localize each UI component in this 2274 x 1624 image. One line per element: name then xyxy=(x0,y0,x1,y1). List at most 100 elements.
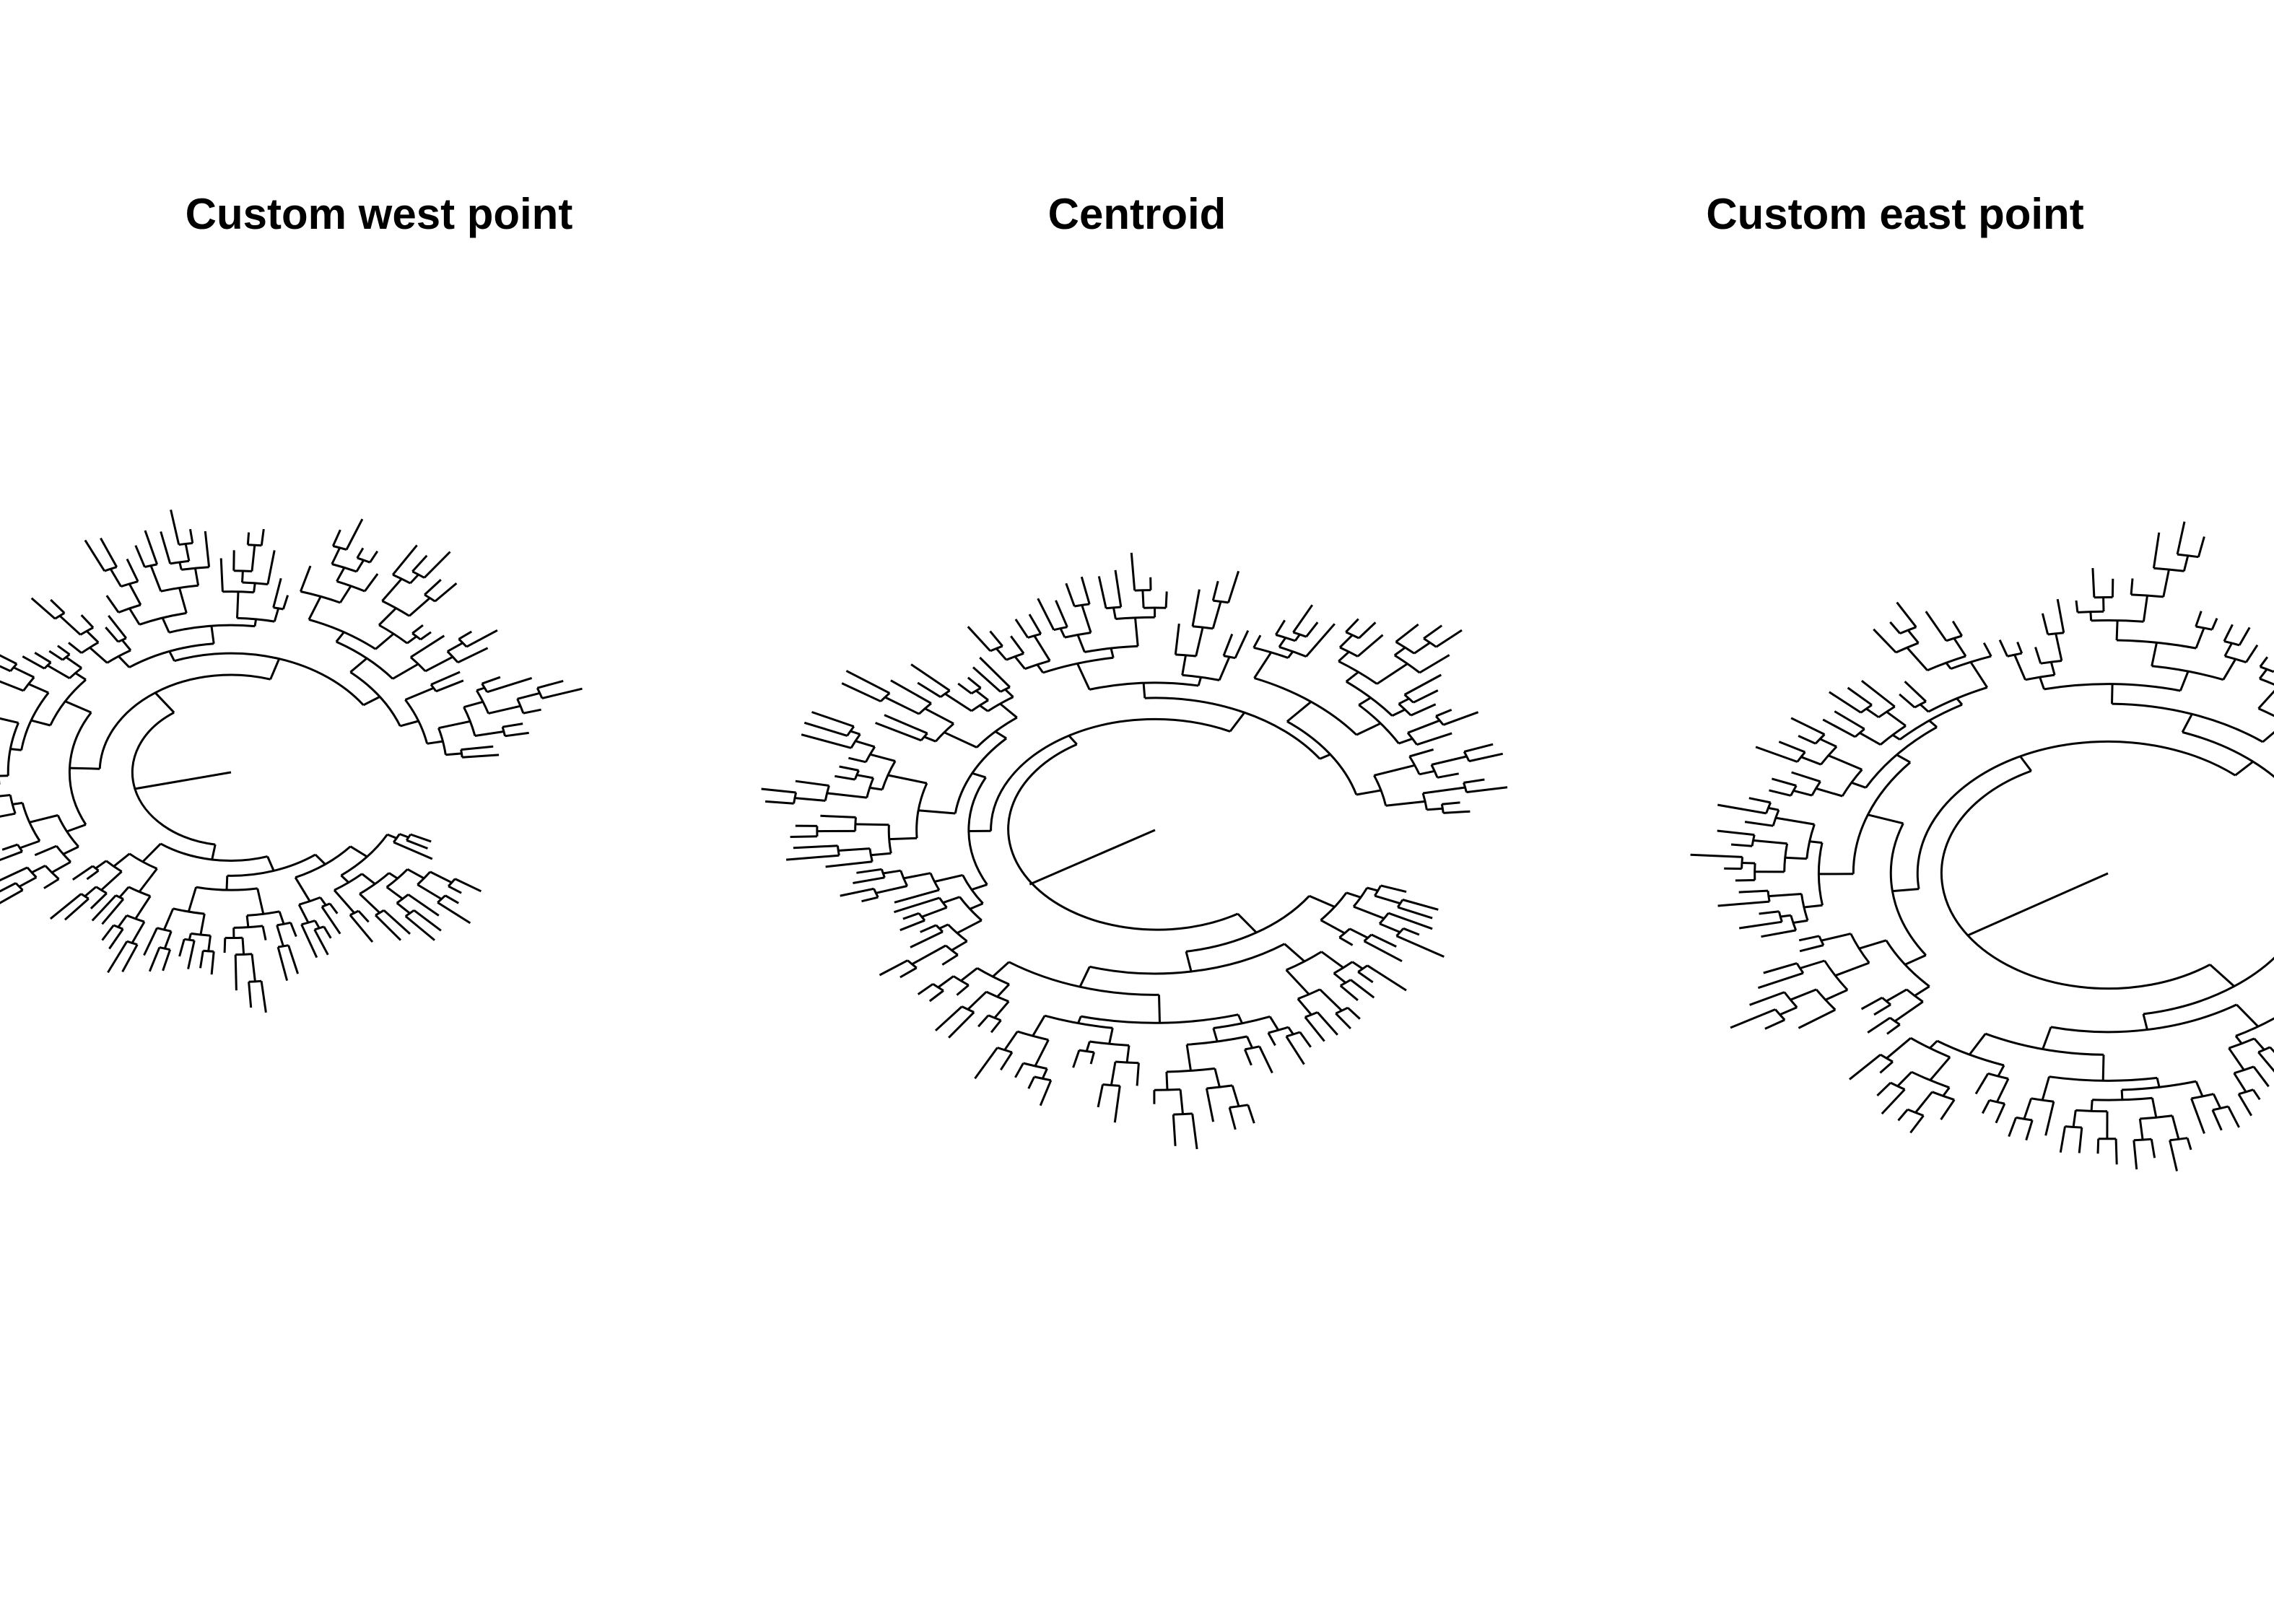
clade-arc xyxy=(308,618,377,650)
clade-arc xyxy=(1767,890,1771,902)
internal-branch xyxy=(967,991,988,1010)
clade-arc xyxy=(1223,655,1236,660)
internal-branch xyxy=(1195,627,1204,657)
clade-arc xyxy=(1074,603,1090,608)
tip-branch xyxy=(1055,600,1068,628)
internal-branch xyxy=(996,647,1008,661)
clade-arc xyxy=(1927,686,1988,713)
internal-branch xyxy=(838,847,870,852)
internal-branch xyxy=(1246,1036,1253,1049)
internal-branch xyxy=(1333,972,1346,984)
clade-arc xyxy=(2229,1037,2255,1049)
tip-branch xyxy=(1435,629,1463,648)
clade-arc xyxy=(2075,1109,2108,1113)
internal-branch xyxy=(871,852,892,857)
internal-branch xyxy=(1886,710,1907,727)
tip-branch xyxy=(1982,642,1992,657)
tip-branch xyxy=(406,839,428,850)
clade-arc xyxy=(159,946,170,951)
clade-arc xyxy=(2143,956,2274,1016)
internal-branch xyxy=(903,872,931,880)
tip-branch xyxy=(458,630,472,640)
internal-branch xyxy=(141,842,162,863)
tip-branch xyxy=(234,954,238,991)
tip-branch xyxy=(1867,1016,1891,1034)
internal-branch xyxy=(424,655,453,673)
tip-branch xyxy=(1097,576,1107,609)
tip-branch xyxy=(1014,619,1029,639)
internal-branch xyxy=(1081,604,1092,633)
internal-branch xyxy=(253,619,258,627)
clade-arc xyxy=(1879,725,1907,746)
internal-branch xyxy=(463,700,484,709)
phylogenetic-tree-east xyxy=(1690,521,2274,1171)
clade-arc xyxy=(879,692,891,702)
internal-branch xyxy=(447,642,463,652)
tip-branch xyxy=(134,545,146,568)
internal-branch xyxy=(856,774,874,780)
clade-arc xyxy=(1889,823,1927,956)
internal-branch xyxy=(1253,651,1273,679)
clade-arc xyxy=(314,925,325,931)
tip-branch xyxy=(108,614,127,639)
internal-branch xyxy=(388,872,398,880)
tip-branch xyxy=(845,670,890,694)
tip-branch xyxy=(126,558,139,582)
internal-branch xyxy=(2171,1115,2180,1140)
internal-branch xyxy=(827,792,867,799)
tip-branch xyxy=(419,631,432,641)
clade-arc xyxy=(1751,834,1756,847)
clade-arc xyxy=(2112,702,2264,743)
clade-arc xyxy=(1339,646,1359,658)
internal-branch xyxy=(2162,569,2170,598)
tip-branch xyxy=(1395,623,1419,643)
internal-branch xyxy=(168,650,175,662)
clade-arc xyxy=(248,543,262,547)
tip-branch xyxy=(1403,927,1420,936)
tip-branch xyxy=(835,774,855,781)
internal-branch xyxy=(923,735,936,743)
tip-branch xyxy=(48,650,64,661)
tip-branch xyxy=(920,924,937,933)
clade-arc xyxy=(2077,610,2104,614)
tip-branch xyxy=(856,868,882,874)
internal-branch xyxy=(278,911,285,925)
internal-branch xyxy=(362,696,380,707)
tip-branch xyxy=(100,537,118,568)
clade-arc xyxy=(985,990,1009,1003)
tip-branch xyxy=(1730,843,1753,847)
clade-arc xyxy=(131,711,216,846)
clade-arc xyxy=(1320,891,1348,921)
clade-arc xyxy=(1105,606,1121,610)
clade-arc xyxy=(98,673,271,769)
tip-branch xyxy=(187,940,196,969)
panel-title: Custom east point xyxy=(1706,190,2084,238)
tip-branch xyxy=(1363,940,1403,963)
tip-branch xyxy=(917,983,934,995)
internal-branch xyxy=(1859,732,1881,746)
internal-branch xyxy=(335,631,345,643)
clade-arc xyxy=(2065,1125,2082,1129)
tip-branch xyxy=(1419,654,1450,674)
internal-branch xyxy=(942,896,960,904)
tip-branch xyxy=(1345,618,1359,633)
tip-branch xyxy=(1879,1060,1894,1074)
internal-branch xyxy=(199,913,206,935)
clade-arc xyxy=(144,563,157,569)
tip-branch xyxy=(393,841,433,860)
tip-branch xyxy=(43,878,60,889)
internal-branch xyxy=(1374,764,1416,777)
internal-branch xyxy=(1768,893,1802,898)
internal-branch xyxy=(69,767,100,770)
internal-branch xyxy=(1059,628,1066,638)
tip-branch xyxy=(1350,979,1375,999)
tip-branch xyxy=(1039,1080,1053,1106)
clade-arc xyxy=(1335,1006,1349,1015)
clade-arc xyxy=(295,845,352,879)
tip-branch xyxy=(1335,1013,1351,1030)
internal-branch xyxy=(1181,655,1187,676)
tip-branch xyxy=(967,626,991,652)
tip-branch xyxy=(466,629,498,648)
internal-branch xyxy=(2019,755,2032,772)
internal-branch xyxy=(1346,891,1362,899)
